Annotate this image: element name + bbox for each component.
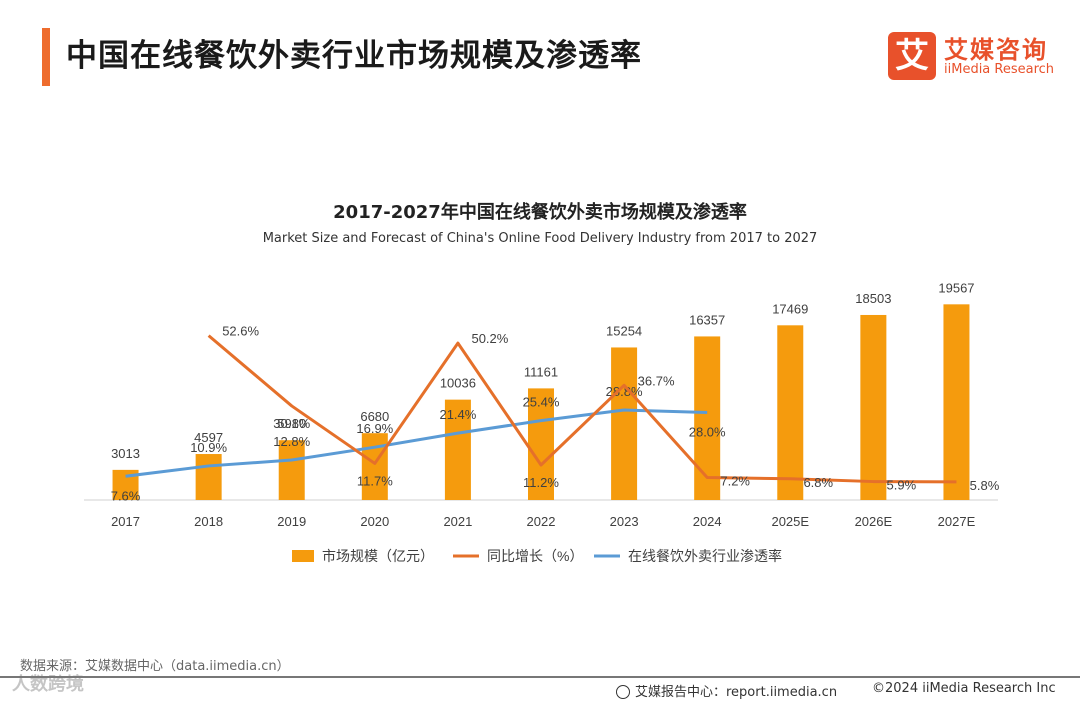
bar-label-2018: 4597 bbox=[194, 430, 223, 445]
growth-label-2019: 30.1% bbox=[273, 416, 310, 431]
bar-label-2023: 15254 bbox=[606, 323, 642, 338]
x-tick-label-2024: 2024 bbox=[693, 514, 722, 529]
bar-label-2025E: 17469 bbox=[772, 301, 808, 316]
bar-2024 bbox=[694, 336, 721, 500]
logo-chinese-name: 艾媒咨询 bbox=[944, 36, 1048, 64]
growth-label-2024: 7.2% bbox=[720, 474, 750, 489]
penetration-line bbox=[125, 408, 708, 478]
penetration-label-2022: 25.4% bbox=[523, 395, 560, 410]
penetration-label-2017: 7.6% bbox=[111, 488, 141, 503]
bar-label-2019: 5980 bbox=[277, 416, 306, 431]
bar-2023 bbox=[611, 347, 638, 500]
x-tick-label-2027E: 2027E bbox=[938, 514, 976, 529]
bar-2020 bbox=[361, 433, 388, 500]
footer-copyright: ©2024 iiMedia Research Inc bbox=[872, 681, 1056, 696]
iimedia-logo: 艾 艾媒咨询 iiMedia Research bbox=[888, 30, 1068, 82]
footer-report-center: 艾媒报告中心：report.iimedia.cn bbox=[616, 681, 837, 700]
bar-label-2024: 16357 bbox=[689, 312, 725, 327]
penetration-label-2019: 12.8% bbox=[273, 434, 310, 449]
penetration-label-2024: 28.0% bbox=[689, 425, 726, 440]
growth-line bbox=[207, 334, 957, 484]
growth-label-2026E: 5.9% bbox=[887, 478, 917, 493]
bar-2021 bbox=[444, 399, 471, 500]
bar-2026E bbox=[860, 314, 887, 500]
growth-label-2018: 52.6% bbox=[222, 324, 259, 339]
growth-label-2021: 50.2% bbox=[471, 331, 508, 346]
logo-mark-icon: 艾 bbox=[888, 32, 936, 80]
growth-label-2025E: 6.8% bbox=[803, 475, 833, 490]
bar-2019 bbox=[278, 440, 305, 500]
penetration-label-2018: 10.9% bbox=[190, 440, 227, 455]
bar-2027E bbox=[943, 304, 970, 500]
x-tick-label-2025E: 2025E bbox=[771, 514, 809, 529]
x-tick-label-2023: 2023 bbox=[610, 514, 639, 529]
bar-label-2027E: 19567 bbox=[938, 280, 974, 295]
globe-icon bbox=[616, 685, 630, 699]
x-tick-label-2021: 2021 bbox=[443, 514, 472, 529]
bar-label-2021: 10036 bbox=[440, 376, 476, 391]
growth-label-2023: 36.7% bbox=[638, 373, 675, 388]
watermark: 人数跨境 bbox=[12, 674, 84, 695]
x-tick-label-2017: 2017 bbox=[111, 514, 140, 529]
x-tick-label-2026E: 2026E bbox=[855, 514, 893, 529]
chart-title: 2017-2027年中国在线餐饮外卖市场规模及渗透率 bbox=[333, 202, 747, 223]
x-tick-label-2020: 2020 bbox=[360, 514, 389, 529]
x-tick-label-2022: 2022 bbox=[527, 514, 556, 529]
bar-label-2020: 6680 bbox=[360, 409, 389, 424]
penetration-label-2021: 21.4% bbox=[439, 407, 476, 422]
bar-2018 bbox=[195, 454, 222, 500]
bar-label-2026E: 18503 bbox=[855, 291, 891, 306]
chart-subtitle: Market Size and Forecast of China's Onli… bbox=[262, 231, 818, 246]
growth-label-2020: 11.7% bbox=[357, 473, 393, 488]
legend-label-penetration: 在线餐饮外卖行业渗透率 bbox=[628, 548, 782, 564]
footer-divider bbox=[0, 676, 1080, 678]
bar-label-2022: 11161 bbox=[524, 364, 558, 379]
page-title: 中国在线餐饮外卖行业市场规模及渗透率 bbox=[66, 38, 642, 74]
bar-2022 bbox=[528, 388, 554, 500]
growth-label-2027E: 5.8% bbox=[970, 478, 1000, 493]
legend-label-market-size: 市场规模（亿元） bbox=[322, 548, 434, 564]
footer-report-text: 艾媒报告中心：report.iimedia.cn bbox=[635, 685, 838, 700]
logo-english-name: iiMedia Research bbox=[944, 62, 1055, 77]
x-tick-label-2019: 2019 bbox=[277, 514, 306, 529]
x-tick-label-2018: 2018 bbox=[194, 514, 223, 529]
bar-2025E bbox=[777, 325, 804, 500]
bar-label-2017: 3013 bbox=[111, 446, 140, 461]
data-source-note: 数据来源：艾媒数据中心（data.iimedia.cn） bbox=[20, 659, 290, 674]
legend-label-yoy-growth: 同比增长（%） bbox=[487, 548, 583, 564]
title-accent-bar bbox=[42, 28, 50, 86]
growth-label-2022: 11.2% bbox=[523, 475, 559, 490]
legend-swatch-market-size bbox=[292, 550, 314, 562]
penetration-label-2020: 16.9% bbox=[356, 421, 393, 436]
